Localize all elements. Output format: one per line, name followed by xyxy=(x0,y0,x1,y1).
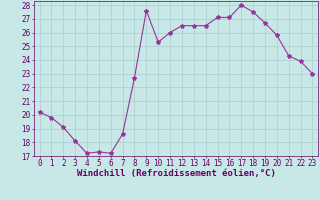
X-axis label: Windchill (Refroidissement éolien,°C): Windchill (Refroidissement éolien,°C) xyxy=(76,169,276,178)
